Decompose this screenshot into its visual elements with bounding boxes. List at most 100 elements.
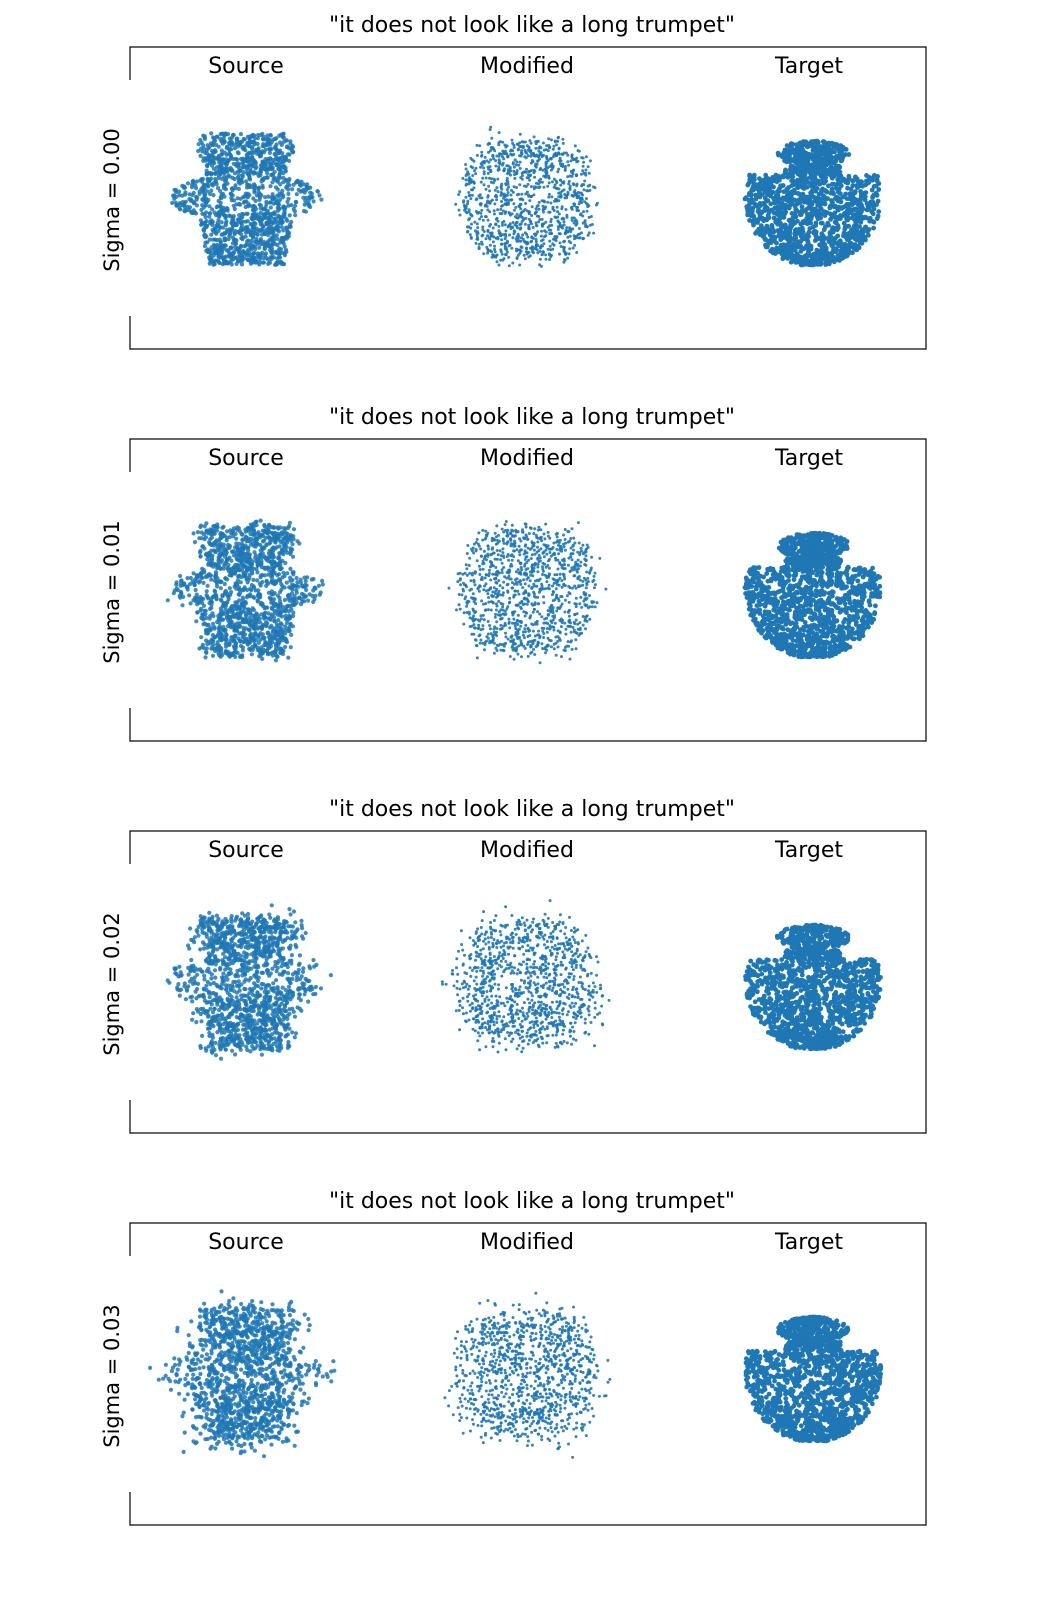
point	[504, 198, 507, 202]
point	[214, 238, 219, 243]
point	[581, 164, 585, 168]
point	[837, 149, 842, 155]
point	[511, 261, 515, 265]
point	[260, 144, 265, 149]
point	[515, 186, 518, 189]
point	[246, 627, 251, 633]
point	[862, 214, 868, 220]
point	[211, 193, 216, 198]
point	[230, 186, 235, 191]
point	[204, 224, 209, 229]
point	[846, 230, 852, 236]
point	[515, 249, 519, 253]
point	[832, 226, 838, 231]
point	[493, 244, 497, 248]
point	[780, 183, 786, 188]
point	[503, 247, 507, 251]
point	[255, 136, 260, 141]
point	[837, 170, 842, 176]
point	[823, 159, 829, 165]
point	[843, 191, 848, 197]
point	[823, 154, 829, 160]
point	[491, 226, 495, 230]
point	[520, 192, 524, 196]
point	[475, 153, 479, 157]
point	[238, 244, 243, 249]
point	[493, 250, 497, 254]
point	[549, 248, 553, 252]
point	[478, 217, 482, 221]
point	[787, 252, 792, 257]
point	[251, 160, 256, 165]
point	[466, 199, 470, 203]
point	[538, 263, 542, 267]
point	[545, 157, 549, 161]
point	[248, 647, 253, 652]
point	[466, 170, 470, 174]
point	[548, 224, 552, 228]
point	[218, 239, 223, 244]
scatter-source	[170, 131, 324, 267]
point	[809, 214, 814, 220]
point	[480, 163, 484, 167]
point	[775, 150, 781, 156]
point	[807, 175, 813, 181]
point	[222, 238, 227, 243]
point	[518, 183, 522, 187]
point	[502, 192, 506, 196]
point	[557, 212, 561, 216]
point	[239, 223, 244, 228]
point	[486, 142, 490, 146]
point	[474, 241, 478, 245]
point	[252, 256, 257, 261]
point	[537, 179, 541, 183]
point	[500, 204, 504, 208]
point	[790, 141, 795, 147]
point	[218, 211, 223, 216]
point	[235, 196, 240, 201]
point	[253, 246, 258, 252]
point	[566, 153, 570, 157]
point	[531, 226, 535, 229]
point	[536, 204, 540, 207]
point	[216, 144, 221, 149]
point	[750, 219, 756, 225]
point	[764, 225, 770, 231]
point	[568, 188, 572, 191]
point	[504, 183, 508, 187]
point	[474, 172, 478, 176]
point	[547, 176, 551, 180]
point	[841, 211, 847, 217]
point	[799, 146, 805, 152]
point	[515, 171, 519, 175]
point	[458, 213, 462, 217]
point	[496, 208, 500, 212]
point	[759, 216, 764, 221]
panel-1: "it does not look like a long trumpet"So…	[100, 405, 927, 742]
point	[550, 180, 554, 184]
point	[778, 224, 784, 229]
point	[559, 245, 563, 248]
point	[559, 159, 563, 163]
point	[512, 208, 516, 212]
point	[773, 219, 779, 225]
point	[274, 262, 279, 267]
point	[209, 188, 214, 193]
point	[497, 224, 501, 228]
point	[500, 187, 504, 191]
point	[565, 213, 569, 217]
point	[510, 198, 514, 202]
point	[246, 201, 251, 206]
point	[561, 152, 565, 156]
point	[466, 230, 469, 234]
point	[199, 222, 204, 227]
point	[537, 215, 541, 218]
point	[234, 157, 240, 162]
point	[528, 139, 532, 143]
point	[546, 200, 550, 204]
point	[799, 260, 805, 266]
point	[252, 230, 257, 235]
point	[839, 205, 845, 211]
point	[482, 172, 486, 176]
point	[875, 213, 881, 219]
